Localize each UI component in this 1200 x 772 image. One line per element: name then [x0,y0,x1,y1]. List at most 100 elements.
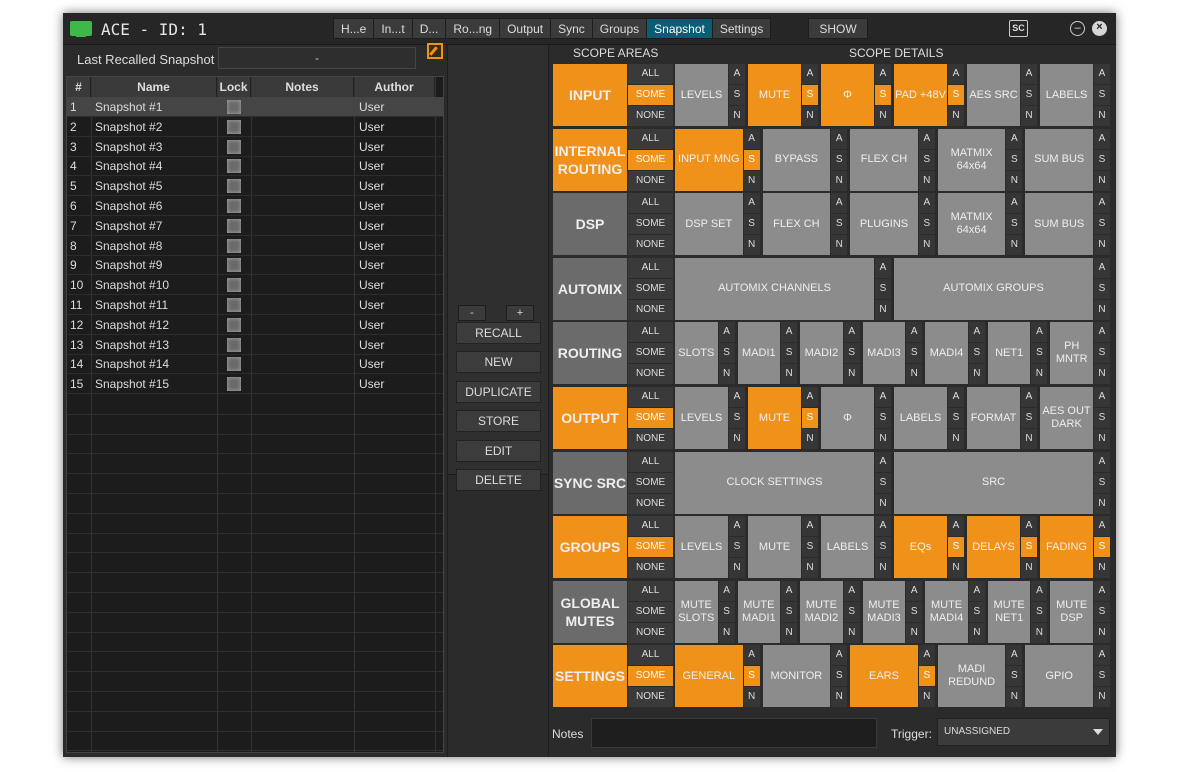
scope-detail-pad-48v[interactable]: PAD +48V A S N [894,64,964,126]
tab-d[interactable]: D... [412,18,447,39]
scope-mini-a[interactable]: A [743,645,760,666]
scope-selector-some[interactable]: SOME [628,278,673,299]
scope-mini-n[interactable]: N [1093,235,1110,256]
lock-checkbox[interactable] [227,337,241,352]
lock-checkbox[interactable] [227,218,241,233]
scope-mini-a[interactable]: A [1094,516,1110,537]
edit-icon[interactable] [427,43,443,59]
scope-detail-slots[interactable]: SLOTS A S N [675,322,735,385]
scope-detail-label[interactable]: MATMIX 64x64 [937,193,1006,256]
scope-mini-n[interactable]: N [875,299,891,320]
scope-mini-a[interactable]: A [875,516,891,537]
scope-mini-a[interactable]: A [918,193,935,214]
scope-mini-n[interactable]: N [729,429,745,449]
scope-mini-s[interactable]: S [875,472,891,493]
lock-checkbox[interactable] [227,298,241,312]
scope-mini-a[interactable]: A [1093,128,1110,149]
scope-mini-n[interactable]: N [831,235,848,256]
scope-detail-mute-net1[interactable]: MUTE NET1 A S N [987,580,1048,643]
scope-mini-n[interactable]: N [1006,235,1023,256]
scope-mini-n[interactable]: N [948,106,964,126]
scope-detail-label[interactable]: LEVELS [675,516,728,579]
scope-detail-bypass[interactable]: BYPASS A S N [762,128,848,191]
scope-detail-label[interactable]: MONITOR [762,645,831,708]
scope-selector-some[interactable]: SOME [628,343,673,364]
scope-mini-a[interactable]: A [948,516,964,537]
scope-detail-eqs[interactable]: EQs A S N [894,516,964,579]
scope-mini-n[interactable]: N [802,558,818,579]
scope-detail-label[interactable]: LEVELS [675,64,728,126]
scope-mini-n[interactable]: N [1093,622,1110,643]
scope-mini-s[interactable]: S [918,149,935,170]
scope-mini-n[interactable]: N [781,364,798,385]
scope-detail-label[interactable]: GENERAL [675,645,743,708]
scope-detail-label[interactable]: GPIO [1025,645,1093,708]
col-header-notes[interactable]: Notes [251,77,354,97]
scope-mini-s[interactable]: S [1031,343,1048,364]
scope-mini-n[interactable]: N [968,364,985,385]
scope-detail-labels[interactable]: LABELS A S N [1040,64,1110,126]
scope-mini-s[interactable]: S [743,149,760,170]
scope-mini-s[interactable]: S [831,214,848,235]
scope-mini-s[interactable]: S [729,537,745,558]
scope-area-output[interactable]: OUTPUT [553,387,627,449]
scope-mini-s[interactable]: S [875,85,891,105]
col-header-name[interactable]: Name [91,77,217,97]
scope-mini-a[interactable]: A [781,322,798,343]
scope-mini-a[interactable]: A [729,387,745,407]
scope-mini-n[interactable]: N [718,364,735,385]
tab-int[interactable]: In...t [374,18,413,39]
scope-mini-n[interactable]: N [875,558,891,579]
scope-mini-s[interactable]: S [1006,149,1023,170]
lock-checkbox[interactable] [227,357,241,372]
tab-groups[interactable]: Groups [592,18,648,39]
table-row[interactable]: 15 Snapshot #15 User [67,374,443,395]
scope-detail-label[interactable]: AES SRC [967,64,1020,126]
scope-detail-ears[interactable]: EARS A S N [850,645,935,708]
scope-detail-label[interactable]: CLOCK SETTINGS [675,451,874,514]
scope-mini-n[interactable]: N [1093,170,1110,191]
scope-detail-label[interactable]: Φ [821,64,874,126]
scope-mini-s[interactable]: S [1021,537,1037,558]
scope-selector-all[interactable]: ALL [628,257,673,278]
scope-detail-label[interactable]: MUTE [748,516,801,579]
scope-mini-s[interactable]: S [948,85,964,105]
scope-detail-label[interactable]: Φ [821,387,874,449]
scope-mini-s[interactable]: S [1094,472,1110,493]
scope-mini-n[interactable]: N [948,429,964,449]
scope-mini-n[interactable]: N [1094,106,1110,126]
sc-icon[interactable]: SC [1009,20,1028,37]
scope-mini-a[interactable]: A [802,64,818,84]
scope-detail-net1[interactable]: NET1 A S N [987,322,1048,385]
table-row[interactable]: 6 Snapshot #6 User [67,196,443,216]
lock-checkbox[interactable] [227,199,241,213]
scope-mini-a[interactable]: A [1021,516,1037,537]
scope-mini-a[interactable]: A [1094,451,1110,472]
scope-area-sync-src[interactable]: SYNC SRC [553,451,627,514]
table-row[interactable]: 2 Snapshot #2 User [67,117,443,137]
scope-detail-mute-madi3[interactable]: MUTE MADI3 A S N [862,580,923,643]
scope-detail-label[interactable]: MUTE MADI4 [925,580,968,643]
scope-mini-s[interactable]: S [875,278,891,299]
tab-settings[interactable]: Settings [712,18,772,39]
scope-mini-n[interactable]: N [1094,493,1110,514]
scope-selector-some[interactable]: SOME [628,666,673,687]
scope-mini-s[interactable]: S [802,85,818,105]
lock-checkbox[interactable] [227,278,241,293]
scope-mini-a[interactable]: A [875,451,891,472]
lock-checkbox[interactable] [227,159,241,174]
scope-mini-s[interactable]: S [875,408,891,428]
scope-mini-s[interactable]: S [1093,666,1110,687]
scope-mini-a[interactable]: A [1094,257,1110,278]
scope-detail-label[interactable]: LEVELS [675,387,728,449]
edit-button[interactable]: EDIT [456,439,541,462]
scope-detail-label[interactable]: AUTOMIX GROUPS [894,257,1093,320]
scope-detail-general[interactable]: GENERAL A S N [675,645,760,708]
scope-area-groups[interactable]: GROUPS [553,516,627,579]
scope-detail-label[interactable]: SRC [894,451,1093,514]
scope-selector-none[interactable]: NONE [628,170,673,191]
delete-button[interactable]: DELETE [456,469,541,491]
scope-mini-a[interactable]: A [968,580,985,601]
scope-mini-n[interactable]: N [843,622,860,643]
